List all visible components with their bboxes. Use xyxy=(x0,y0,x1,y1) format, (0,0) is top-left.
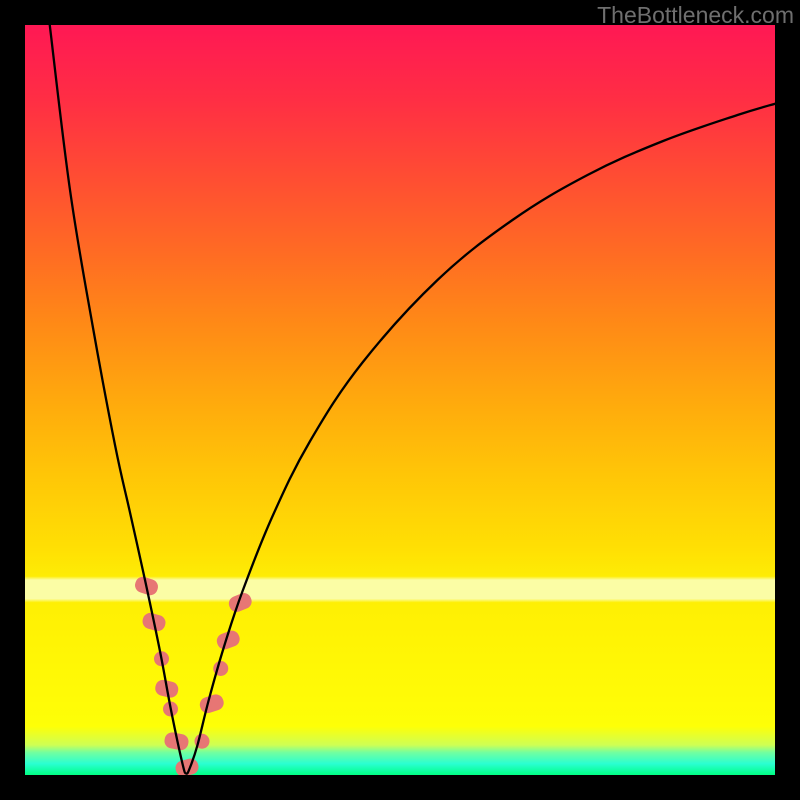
chart-frame: TheBottleneck.com xyxy=(0,0,800,800)
watermark-text: TheBottleneck.com xyxy=(597,2,794,29)
bottleneck-curve-chart xyxy=(25,25,775,775)
plot-background xyxy=(25,25,775,775)
